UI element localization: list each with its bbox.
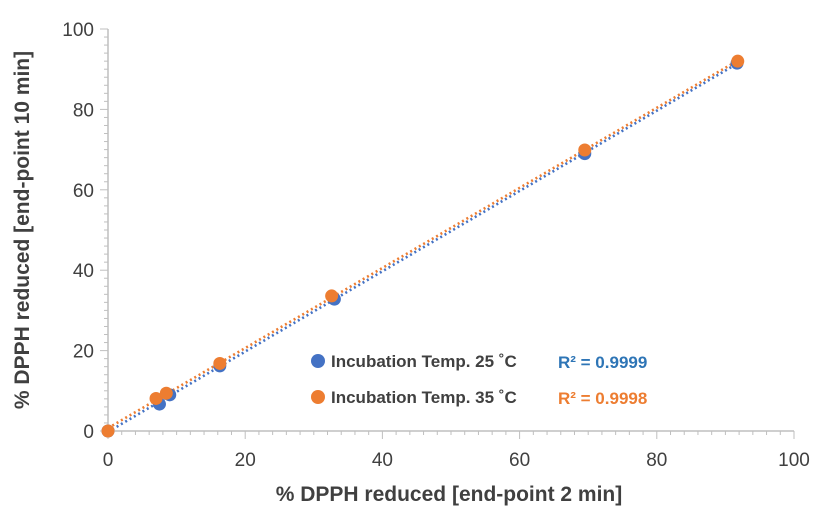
data-point: [325, 289, 339, 303]
axis-ticks: 0 20 40 60 80 100 0 20 40 60 80 100: [62, 20, 810, 471]
x-tick-label: 0: [103, 450, 114, 471]
trendlines: [107, 59, 739, 433]
data-point: [159, 386, 173, 400]
legend-marker: [311, 354, 325, 368]
y-tick-label: 0: [83, 422, 94, 443]
x-tick-label: 100: [778, 450, 810, 471]
data-point: [101, 424, 115, 438]
x-tick-label: 40: [372, 450, 393, 471]
y-axis-title: % DPPH reduced [end-point 10 min]: [11, 51, 34, 409]
x-axis-title: % DPPH reduced [end-point 2 min]: [276, 483, 623, 506]
r-squared-label: R² = 0.9999: [558, 353, 647, 372]
data-point: [578, 143, 592, 157]
trendline: [107, 59, 739, 430]
trendline: [107, 62, 738, 433]
data-points: [101, 54, 745, 438]
y-tick-label: 20: [73, 342, 94, 363]
legend-label: Incubation Temp. 25 ˚C: [331, 352, 517, 371]
x-tick-label: 20: [235, 450, 256, 471]
legend: Incubation Temp. 25 ˚C R² = 0.9999 Incubat…: [311, 352, 647, 408]
data-point: [149, 391, 163, 405]
r-squared-label: R² = 0.9998: [558, 389, 647, 408]
legend-marker: [311, 390, 325, 404]
y-tick-label: 60: [73, 181, 94, 202]
y-tick-label: 40: [73, 261, 94, 282]
x-tick-label: 80: [646, 450, 667, 471]
data-point: [731, 54, 745, 68]
x-tick-label: 60: [509, 450, 530, 471]
legend-label: Incubation Temp. 35 ˚C: [331, 388, 517, 407]
y-tick-label: 80: [73, 100, 94, 121]
y-tick-label: 100: [62, 20, 94, 41]
data-point: [213, 356, 227, 370]
